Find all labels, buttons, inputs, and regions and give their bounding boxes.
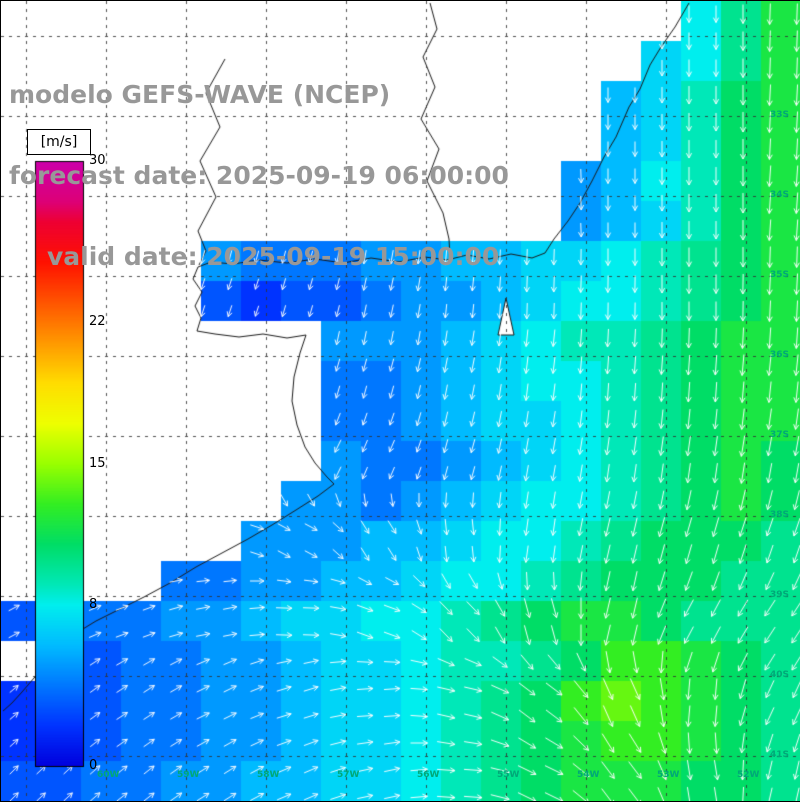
latitude-tick-label: 33S	[770, 110, 790, 120]
model-title: modelo GEFS-WAVE (NCEP)	[9, 80, 391, 109]
latitude-tick-label: 40S	[770, 670, 790, 680]
valid-date-label: valid date: 2025-09-19 15:00:00	[47, 242, 500, 271]
latitude-tick-label: 38S	[770, 510, 790, 520]
colorbar-tick-label: 30	[89, 153, 106, 168]
colorbar-tick-label: 0	[89, 758, 98, 773]
longitude-tick-label: 53W	[657, 770, 680, 780]
latitude-tick-label: 35S	[770, 270, 790, 280]
longitude-tick-label: 55W	[497, 770, 520, 780]
latitude-tick-label: 37S	[770, 430, 790, 440]
colorbar-tick-label: 15	[89, 455, 106, 471]
longitude-tick-label: 54W	[577, 770, 600, 780]
latitude-tick-label: 34S	[770, 190, 790, 200]
longitude-tick-label: 60W	[97, 770, 120, 780]
colorbar-tick-label: 8	[89, 596, 98, 612]
latitude-tick-label: 36S	[770, 350, 790, 360]
latitude-tick-label: 41S	[770, 750, 790, 760]
longitude-tick-label: 57W	[337, 770, 360, 780]
longitude-tick-label: 52W	[737, 770, 760, 780]
colorbar-tick-label: 22	[89, 314, 106, 330]
forecast-date-label: forecast date: 2025-09-19 06:00:00	[9, 161, 509, 190]
title-block: modelo GEFS-WAVE (NCEP) forecast date: 2…	[9, 27, 509, 324]
longitude-tick-label: 59W	[177, 770, 200, 780]
latitude-tick-label: 39S	[770, 590, 790, 600]
longitude-tick-label: 56W	[417, 770, 440, 780]
longitude-tick-label: 58W	[257, 770, 280, 780]
colorbar-unit-label: [m/s]	[27, 129, 91, 155]
